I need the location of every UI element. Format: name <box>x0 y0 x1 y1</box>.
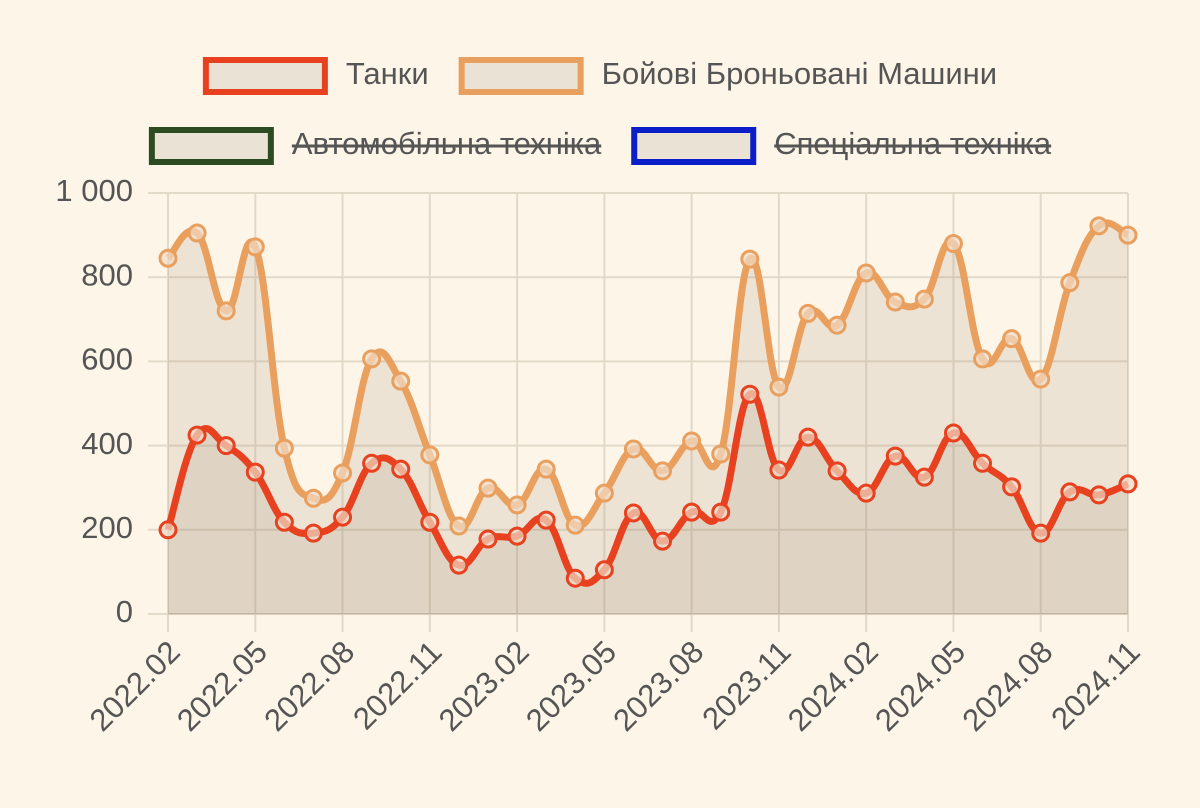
point <box>1031 523 1051 543</box>
point <box>1060 273 1080 293</box>
y-tick-label: 1 000 <box>55 173 133 208</box>
area <box>168 222 1128 614</box>
point <box>391 371 411 391</box>
point <box>973 453 993 473</box>
point <box>653 461 673 481</box>
point <box>1002 329 1022 349</box>
point <box>478 478 498 498</box>
point <box>507 495 527 515</box>
point <box>740 249 760 269</box>
point <box>973 349 993 369</box>
point <box>420 445 440 465</box>
point <box>245 237 265 257</box>
point <box>711 444 731 464</box>
point <box>1060 482 1080 502</box>
point <box>216 301 236 321</box>
point <box>565 568 585 588</box>
point <box>303 523 323 543</box>
point <box>885 446 905 466</box>
y-tick-label: 400 <box>81 426 133 461</box>
point <box>827 461 847 481</box>
point <box>449 555 469 575</box>
legend-swatch <box>458 57 584 95</box>
point <box>856 483 876 503</box>
point <box>1118 474 1138 494</box>
point <box>682 431 702 451</box>
y-tick-label: 0 <box>116 594 133 629</box>
point <box>1031 369 1051 389</box>
point <box>914 467 934 487</box>
y-tick-label: 800 <box>81 257 133 292</box>
point <box>187 223 207 243</box>
point <box>449 516 469 536</box>
y-tick-label: 200 <box>81 510 133 545</box>
point <box>827 315 847 335</box>
point <box>187 425 207 445</box>
y-tick-label: 600 <box>81 342 133 377</box>
point <box>1089 216 1109 236</box>
point <box>245 462 265 482</box>
point <box>623 503 643 523</box>
legend-label: Спеціальна техніка <box>774 126 1052 161</box>
legend-swatch <box>631 127 757 165</box>
legend-swatch <box>148 127 274 165</box>
point <box>711 502 731 522</box>
point <box>158 520 178 540</box>
area <box>168 393 1128 614</box>
point <box>943 423 963 443</box>
point <box>682 502 702 522</box>
point <box>856 263 876 283</box>
point <box>362 349 382 369</box>
legend-label: Бойові Броньовані Машини <box>602 56 997 91</box>
point <box>1118 225 1138 245</box>
point <box>391 459 411 479</box>
point <box>769 460 789 480</box>
point <box>274 438 294 458</box>
point <box>1002 477 1022 497</box>
point <box>623 439 643 459</box>
point <box>536 510 556 530</box>
legend-label: Танки <box>346 56 429 91</box>
point <box>507 526 527 546</box>
point <box>653 531 673 551</box>
legend-label: Автомобільна техніка <box>292 126 602 161</box>
point <box>914 289 934 309</box>
point <box>333 463 353 483</box>
point <box>420 512 440 532</box>
point <box>216 436 236 456</box>
point <box>943 234 963 254</box>
legend-swatch <box>202 57 328 95</box>
point <box>798 427 818 447</box>
point <box>362 453 382 473</box>
point <box>885 292 905 312</box>
point <box>769 377 789 397</box>
point <box>333 507 353 527</box>
point <box>594 560 614 580</box>
point <box>565 515 585 535</box>
point <box>1089 485 1109 505</box>
point <box>478 529 498 549</box>
point <box>740 384 760 404</box>
point <box>798 303 818 323</box>
point <box>158 248 178 268</box>
point <box>536 459 556 479</box>
point <box>303 488 323 508</box>
point <box>594 483 614 503</box>
point <box>274 512 294 532</box>
